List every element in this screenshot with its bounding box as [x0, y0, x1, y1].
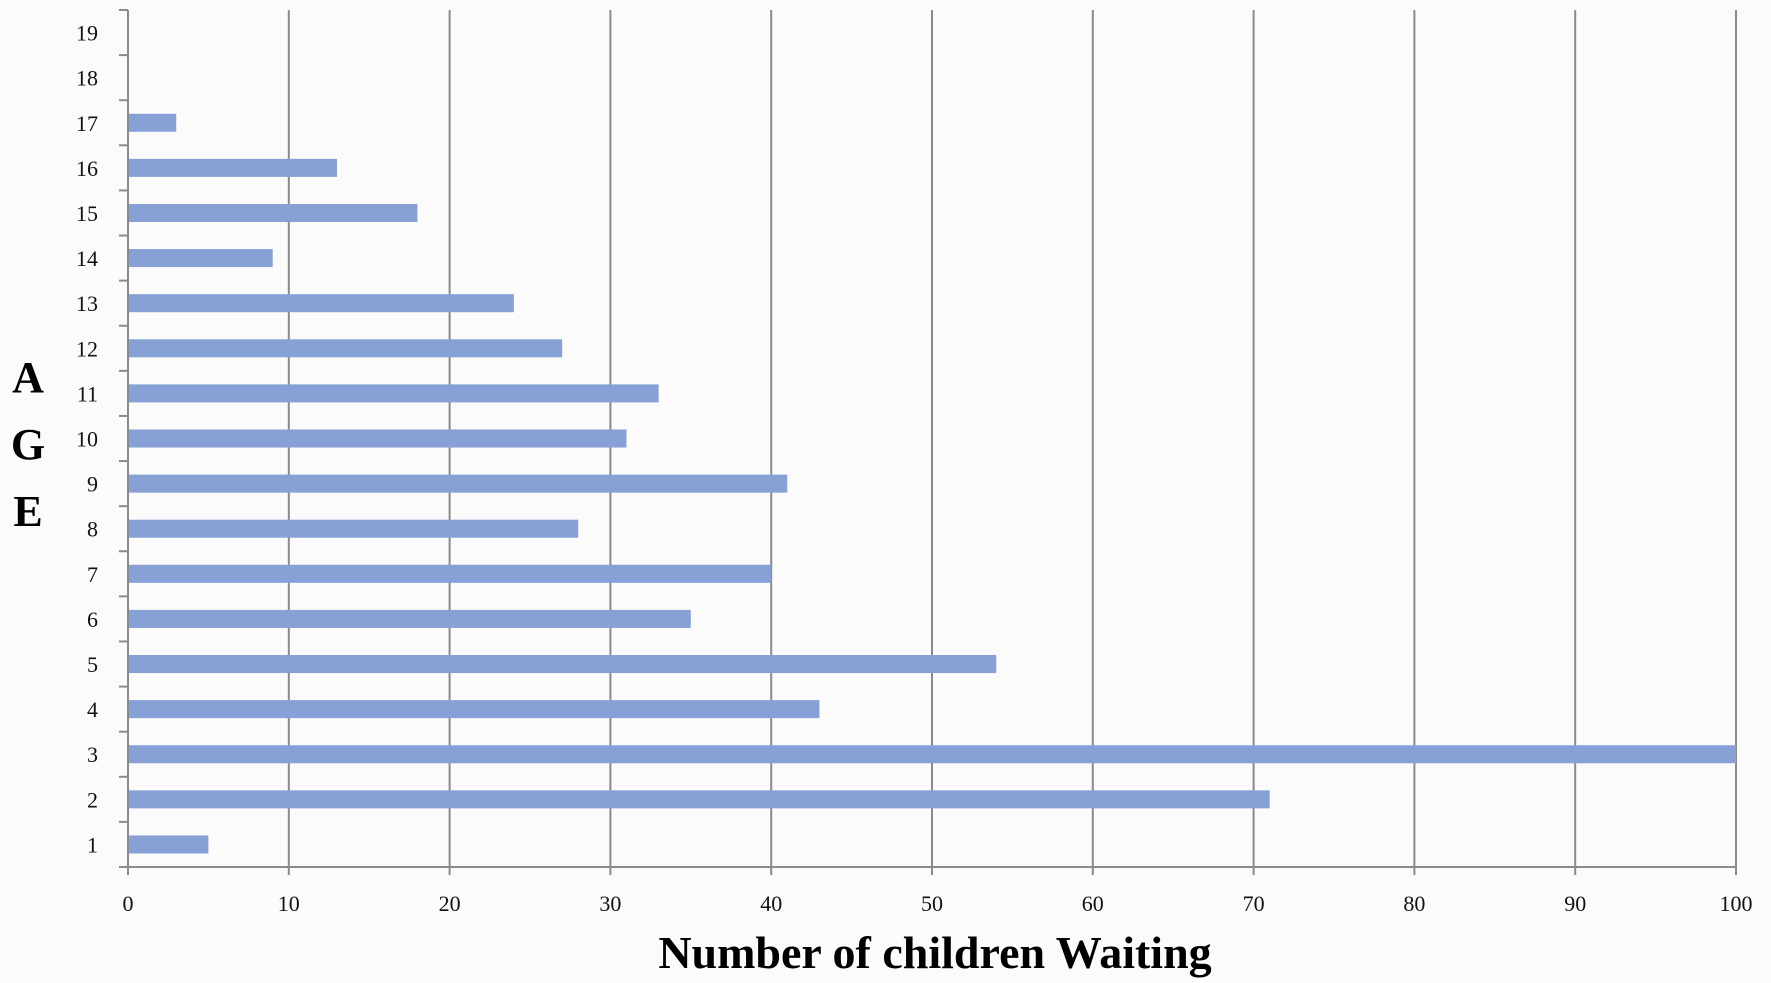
y-tick-label: 5: [87, 652, 98, 677]
bar-age-5: [128, 655, 997, 674]
x-tick-label: 0: [123, 891, 134, 916]
x-tick-label: 80: [1403, 891, 1425, 916]
x-tick-label: 50: [921, 891, 943, 916]
y-tick-label: 9: [87, 472, 98, 497]
y-tick-label: 11: [77, 381, 98, 406]
x-tick-label: 20: [439, 891, 461, 916]
y-tick-label: 14: [76, 246, 98, 271]
bar-age-9: [128, 474, 788, 493]
y-tick-label: 15: [76, 201, 98, 226]
bar-age-16: [128, 158, 338, 177]
x-tick-label: 70: [1243, 891, 1265, 916]
y-tick-label: 12: [76, 336, 98, 361]
bar-age-11: [128, 384, 659, 403]
y-axis-title-letter: A: [12, 353, 44, 402]
y-tick-label: 2: [87, 787, 98, 812]
x-tick-label: 100: [1720, 891, 1753, 916]
y-axis-title: A G E: [11, 353, 45, 536]
x-tick-label: 40: [760, 891, 782, 916]
y-tick-label: 3: [87, 742, 98, 767]
x-tick-label: 30: [599, 891, 621, 916]
bar-age-7: [128, 564, 772, 583]
bar-age-1: [128, 835, 209, 854]
axes: [119, 9, 1737, 875]
bar-age-13: [128, 294, 514, 313]
bars: [128, 113, 1736, 854]
y-tick-label: 8: [87, 517, 98, 542]
bar-age-14: [128, 249, 273, 268]
y-tick-label: 18: [76, 66, 98, 91]
bar-age-17: [128, 113, 177, 132]
y-tick-label: 4: [87, 697, 98, 722]
x-tick-label: 90: [1564, 891, 1586, 916]
bar-age-3: [128, 745, 1736, 764]
x-tick-label: 60: [1082, 891, 1104, 916]
y-tick-label: 13: [76, 291, 98, 316]
x-tick-label: 10: [278, 891, 300, 916]
y-tick-label: 16: [76, 156, 98, 181]
y-tick-label: 17: [76, 111, 98, 136]
bar-age-2: [128, 790, 1270, 809]
y-tick-label: 10: [76, 427, 98, 452]
x-axis-title: Number of children Waiting: [658, 927, 1211, 978]
bar-age-12: [128, 339, 563, 358]
y-tick-label: 1: [87, 832, 98, 857]
gridlines: [287, 10, 1737, 867]
bar-age-6: [128, 609, 691, 628]
y-axis-title-letter: G: [11, 420, 45, 469]
bar-age-4: [128, 700, 820, 719]
bar-age-10: [128, 429, 627, 448]
y-tick-label: 19: [76, 21, 98, 46]
y-axis-title-letter: E: [13, 487, 42, 536]
y-tick-label: 6: [87, 607, 98, 632]
y-tick-label: 7: [87, 562, 98, 587]
bar-age-15: [128, 203, 418, 222]
tick-labels: 0 10 20 30 40 50 60 70 80 90 100123456789101112131…: [76, 21, 1753, 916]
bar-age-8: [128, 519, 579, 538]
